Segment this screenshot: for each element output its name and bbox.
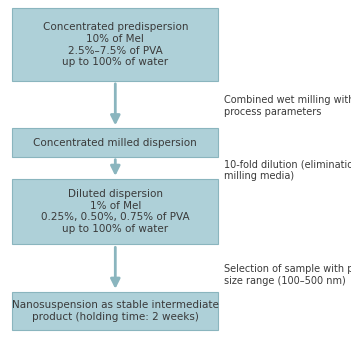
- Text: Combined wet milling with optimized
process parameters: Combined wet milling with optimized proc…: [224, 96, 351, 117]
- Text: Nanosuspension as stable intermediate
product (holding time: 2 weeks): Nanosuspension as stable intermediate pr…: [12, 300, 219, 322]
- Text: Concentrated milled dispersion: Concentrated milled dispersion: [33, 138, 197, 148]
- Text: Selection of sample with predetermined
size range (100–500 nm): Selection of sample with predetermined s…: [224, 264, 351, 286]
- FancyBboxPatch shape: [12, 9, 218, 81]
- FancyBboxPatch shape: [12, 128, 218, 157]
- FancyBboxPatch shape: [12, 179, 218, 245]
- Text: Diluted dispersion
1% of Mel
0.25%, 0.50%, 0.75% of PVA
up to 100% of water: Diluted dispersion 1% of Mel 0.25%, 0.50…: [41, 189, 190, 234]
- Text: 10-fold dilution (elimination of the
milling media): 10-fold dilution (elimination of the mil…: [224, 160, 351, 181]
- Text: Concentrated predispersion
10% of Mel
2.5%–7.5% of PVA
up to 100% of water: Concentrated predispersion 10% of Mel 2.…: [42, 22, 188, 67]
- FancyBboxPatch shape: [12, 292, 218, 331]
